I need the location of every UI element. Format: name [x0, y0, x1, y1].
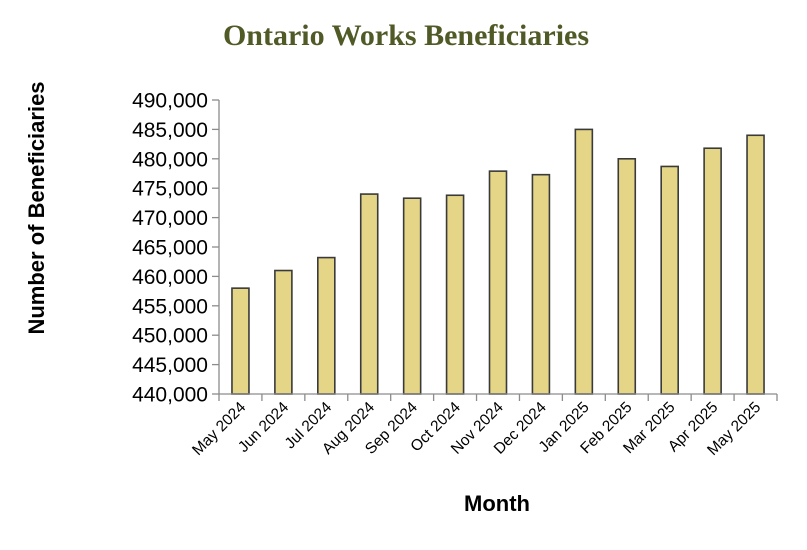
y-tick-label: 455,000 — [132, 295, 208, 318]
bar — [703, 147, 722, 395]
y-axis-label: Number of Beneficiaries — [24, 81, 49, 334]
y-axis: 440,000 445,000 450,000 455,000 460,000 465,0… — [132, 90, 220, 407]
bar — [445, 194, 465, 395]
y-tick-label: 440,000 — [132, 384, 208, 407]
y-tick-label: 450,000 — [132, 325, 208, 348]
bar — [531, 173, 551, 395]
chart-title: Ontario Works Beneficiaries — [223, 19, 589, 52]
bar — [488, 170, 508, 395]
bar — [274, 269, 293, 395]
y-tick-label: 490,000 — [132, 90, 208, 113]
y-tick-label: 480,000 — [132, 148, 208, 171]
y-tick-label: 475,000 — [132, 178, 208, 201]
y-tick-label: 445,000 — [132, 354, 208, 377]
y-tick-label: 470,000 — [132, 207, 208, 230]
x-axis-label: Month — [464, 491, 530, 516]
bar — [660, 165, 679, 395]
bar — [231, 287, 250, 395]
bar — [359, 193, 379, 395]
bar — [317, 256, 336, 395]
bar-series — [231, 128, 765, 395]
bar — [746, 134, 765, 395]
bar — [402, 197, 422, 395]
y-tick-label: 485,000 — [132, 119, 208, 142]
bar — [574, 128, 594, 395]
y-tick-label: 460,000 — [132, 266, 208, 289]
y-tick-label: 465,000 — [132, 237, 208, 260]
bar — [617, 158, 637, 395]
